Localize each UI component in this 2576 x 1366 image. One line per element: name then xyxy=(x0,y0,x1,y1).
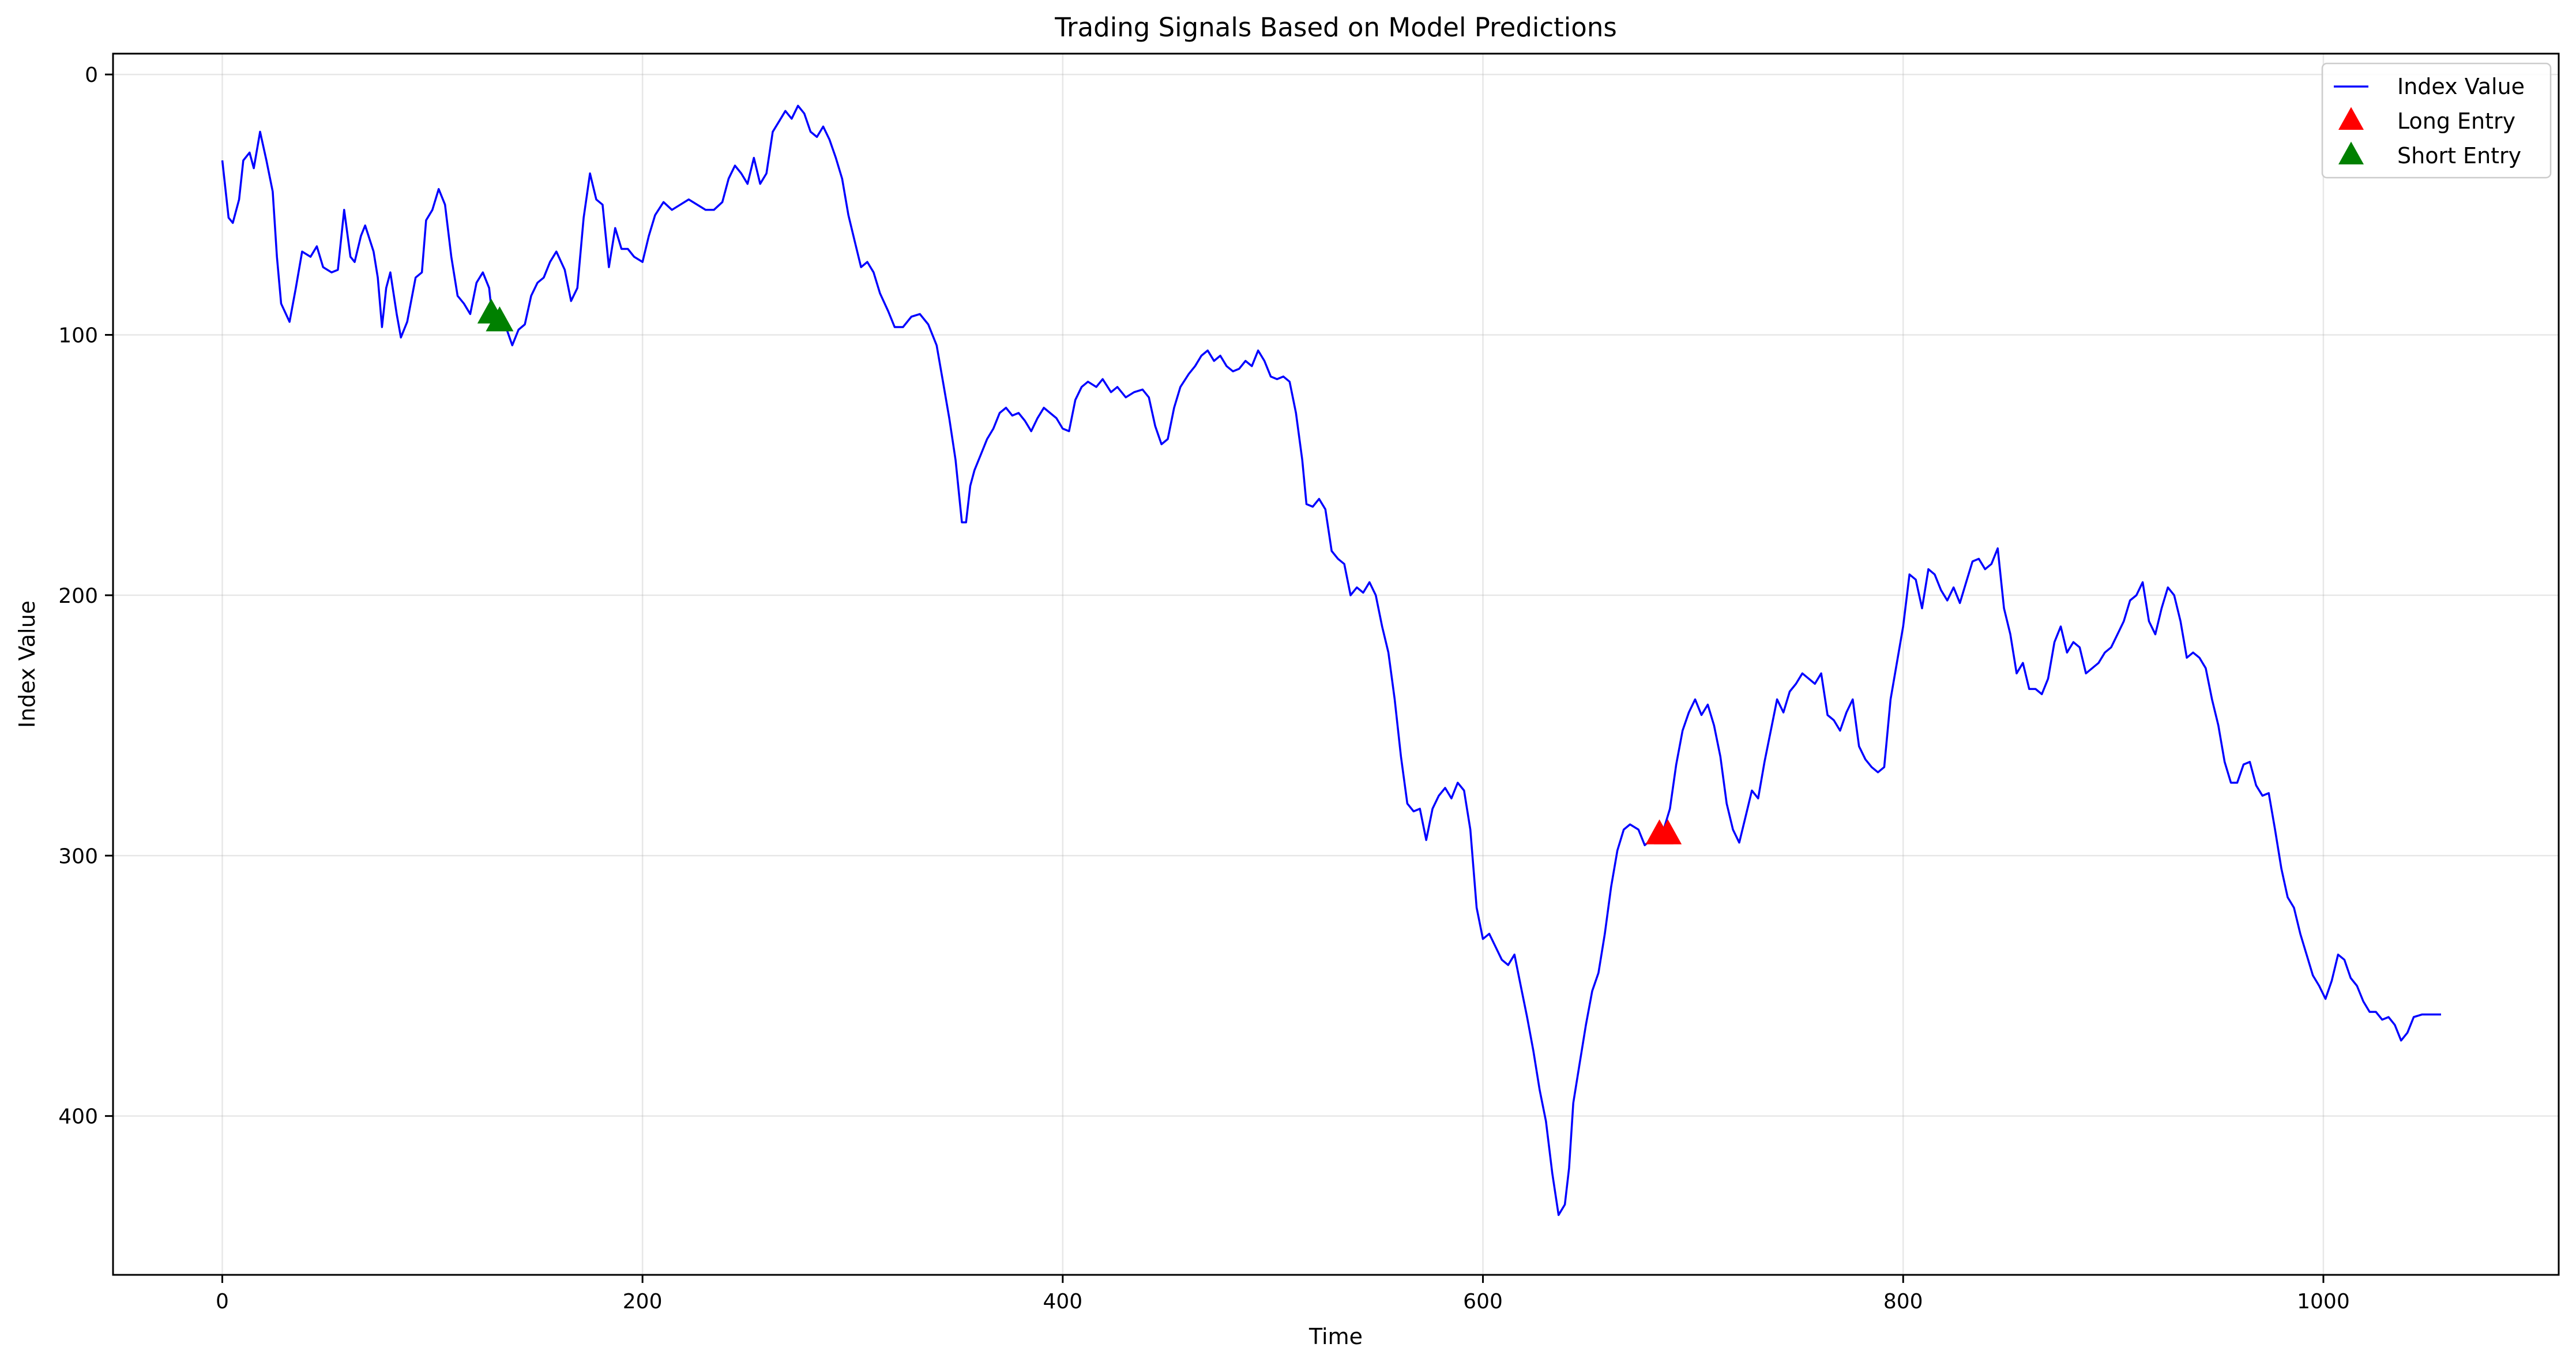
short-entry-marker xyxy=(486,306,514,332)
x-tick-label: 400 xyxy=(1043,1290,1082,1314)
legend-swatch-short-entry xyxy=(2338,141,2364,165)
chart-title: Trading Signals Based on Model Predictio… xyxy=(1054,12,1617,43)
index-value-line xyxy=(221,104,2441,1216)
legend-label-index-value: Index Value xyxy=(2397,74,2525,99)
y-tick-label: 300 xyxy=(58,845,98,868)
y-tick-label: 100 xyxy=(58,324,98,347)
x-axis-label: Time xyxy=(1308,1324,1363,1349)
x-tick-label: 200 xyxy=(623,1290,663,1314)
y-tick-label: 400 xyxy=(58,1105,98,1129)
plot-frame xyxy=(112,52,2560,1276)
x-tick-label: 800 xyxy=(1883,1290,1923,1314)
y-tick-label: 0 xyxy=(85,63,98,87)
marker-layer xyxy=(477,298,1682,845)
legend-box xyxy=(2321,62,2552,179)
legend-label-short-entry: Short Entry xyxy=(2397,143,2521,168)
legend: Index Value Long Entry Short Entry xyxy=(2321,62,2552,179)
legend-label-long-entry: Long Entry xyxy=(2397,108,2515,134)
x-tick-label: 1000 xyxy=(2297,1290,2350,1314)
long-entry-marker xyxy=(1654,819,1682,845)
y-axis-label: Index Value xyxy=(14,601,40,728)
x-tick-label: 0 xyxy=(216,1290,229,1314)
y-tick-label: 200 xyxy=(58,584,98,608)
x-tick-label: 600 xyxy=(1463,1290,1503,1314)
legend-swatch-long-entry xyxy=(2338,107,2364,130)
ticks: 0 200 400 600 800 1000 0 100 200 300 400 xyxy=(58,63,2349,1314)
series-layer xyxy=(221,104,2441,1216)
grid xyxy=(113,54,2559,1275)
